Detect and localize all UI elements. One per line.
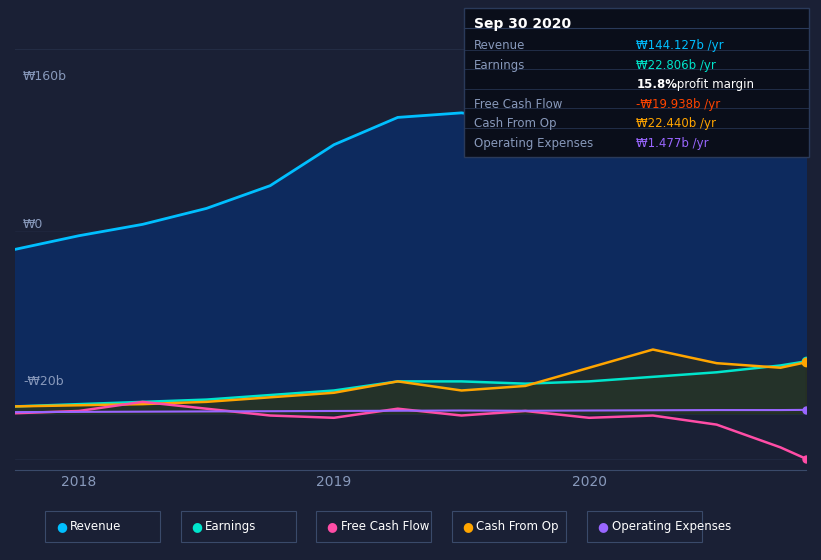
Text: Revenue: Revenue bbox=[474, 39, 525, 52]
Text: -₩19.938b /yr: -₩19.938b /yr bbox=[636, 98, 721, 111]
Text: Cash From Op: Cash From Op bbox=[474, 118, 556, 130]
Text: Cash From Op: Cash From Op bbox=[476, 520, 558, 533]
Text: ●: ● bbox=[327, 520, 337, 533]
Text: -₩20b: -₩20b bbox=[23, 375, 63, 388]
Text: Operating Expenses: Operating Expenses bbox=[612, 520, 731, 533]
Text: ●: ● bbox=[191, 520, 202, 533]
Text: ●: ● bbox=[56, 520, 67, 533]
Text: ₩22.440b /yr: ₩22.440b /yr bbox=[636, 118, 716, 130]
Text: ₩160b: ₩160b bbox=[23, 69, 67, 83]
Text: Revenue: Revenue bbox=[70, 520, 122, 533]
Text: ●: ● bbox=[598, 520, 608, 533]
Text: ₩0: ₩0 bbox=[23, 217, 44, 231]
Text: Free Cash Flow: Free Cash Flow bbox=[341, 520, 429, 533]
Text: ₩1.477b /yr: ₩1.477b /yr bbox=[636, 137, 709, 150]
Text: ₩22.806b /yr: ₩22.806b /yr bbox=[636, 59, 716, 72]
Text: Earnings: Earnings bbox=[474, 59, 525, 72]
Text: ₩144.127b /yr: ₩144.127b /yr bbox=[636, 39, 724, 52]
Text: Operating Expenses: Operating Expenses bbox=[474, 137, 593, 150]
Text: Earnings: Earnings bbox=[205, 520, 257, 533]
Text: Sep 30 2020: Sep 30 2020 bbox=[474, 17, 571, 31]
Text: Free Cash Flow: Free Cash Flow bbox=[474, 98, 562, 111]
Text: 15.8%: 15.8% bbox=[636, 78, 677, 91]
Text: profit margin: profit margin bbox=[673, 78, 754, 91]
Text: ●: ● bbox=[462, 520, 473, 533]
